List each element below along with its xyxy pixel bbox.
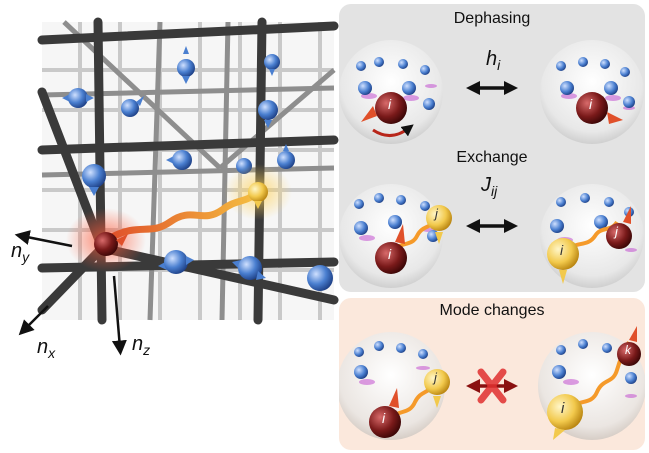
- forbidden-cross-icon: [477, 368, 507, 404]
- dephasing-exchange-panel: Dephasing Exchange hi Jij: [339, 4, 645, 292]
- dephasing-left-spin-i-label: i: [388, 96, 392, 112]
- blue-spins: [62, 46, 333, 291]
- exchange-left-disc: [339, 184, 443, 288]
- blue-spin: [264, 54, 280, 76]
- dephasing-right-spin-i-label: i: [589, 96, 593, 112]
- mode-right-spin-k-label: k: [625, 343, 631, 357]
- mode-right-spins: [547, 326, 641, 440]
- spin-i-red: [94, 232, 128, 256]
- spin-j-yellow: [248, 182, 268, 209]
- mode-left-spin-i-label: i: [382, 410, 386, 426]
- exchange-left-spin-i-label: i: [388, 246, 392, 262]
- axis-nz-arrow: [111, 275, 127, 356]
- axis-nx-arrow: [18, 305, 49, 336]
- entanglement-path: [106, 188, 262, 242]
- mode-changes-title: Mode changes: [439, 302, 545, 319]
- blue-spin: [232, 256, 266, 280]
- lattice-mid-grid: [41, 20, 336, 321]
- axis-ny-label: ny: [11, 240, 30, 265]
- blue-spin: [166, 150, 192, 170]
- blue-spin: [307, 265, 333, 291]
- blue-spin: [121, 96, 144, 117]
- exchange-right-spins: [547, 206, 632, 284]
- panel-blue-spins: [354, 57, 635, 242]
- axis-nx-label: nx: [37, 336, 56, 361]
- mode-left-disc: [339, 332, 445, 440]
- blue-spin: [258, 100, 278, 128]
- blue-spin: [158, 250, 194, 274]
- mode-changes-panel: Mode changes: [339, 298, 645, 450]
- dephasing-right-spin-i: [576, 92, 623, 124]
- blue-spin: [62, 88, 94, 108]
- mode-changes-graphics: [339, 326, 645, 440]
- axis-arrows: [14, 230, 127, 356]
- exchange-right-spin-i-label: i: [560, 242, 564, 258]
- exchange-left-spin-j-label: j: [435, 206, 438, 221]
- exchange-right-spin-j-label: j: [615, 224, 618, 239]
- lattice-illustration: [14, 17, 339, 356]
- mode-magenta-shadows: [359, 366, 637, 398]
- mode-left-spin-j-label: j: [434, 370, 437, 385]
- exchange-coupling-label: Jij: [481, 174, 498, 199]
- axis-nz-label: nz: [132, 333, 151, 358]
- blue-spin: [277, 144, 295, 169]
- dephasing-title: Dephasing: [453, 10, 531, 27]
- mode-left-spins: [369, 369, 450, 438]
- mode-blue-spins: [354, 339, 637, 388]
- dephasing-exchange-graphics: [339, 40, 644, 288]
- exchange-left-spins: [375, 205, 452, 274]
- blue-spin: [177, 46, 195, 84]
- dephasing-coupling-label: hi: [486, 48, 501, 73]
- mode-right-spin-i-label: i: [561, 400, 565, 417]
- blue-spin: [82, 164, 106, 196]
- exchange-title: Exchange: [456, 149, 528, 166]
- dephasing-left-spin-i: [361, 92, 414, 137]
- axis-ny-arrow: [14, 230, 73, 248]
